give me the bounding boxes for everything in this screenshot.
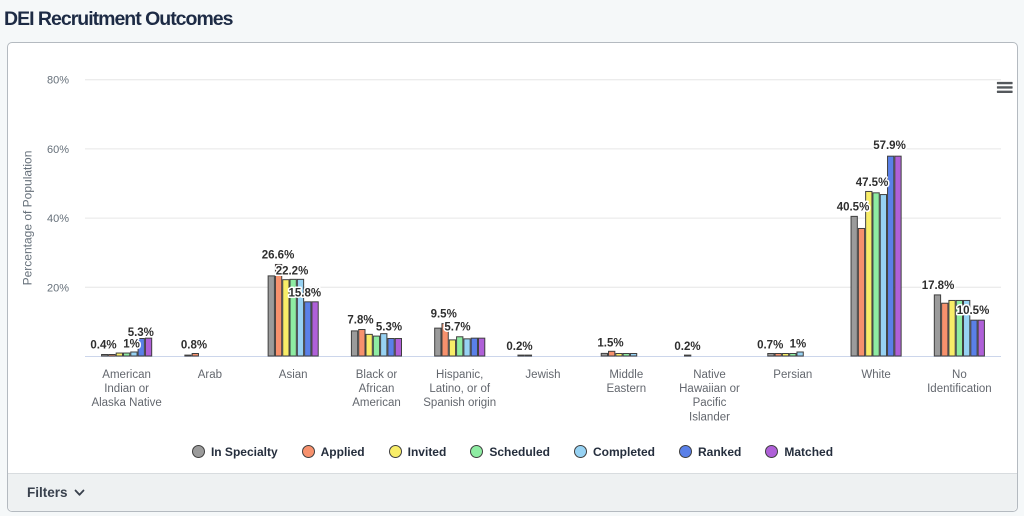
svg-text:Alaska Native: Alaska Native <box>91 397 161 409</box>
svg-text:Identification: Identification <box>927 383 992 395</box>
svg-text:80%: 80% <box>47 75 69 87</box>
svg-text:African: African <box>359 383 395 395</box>
svg-text:5.7%: 5.7% <box>444 322 470 334</box>
svg-text:Middle: Middle <box>609 369 643 381</box>
svg-text:Hawaiian or: Hawaiian or <box>679 383 740 395</box>
svg-text:47.5%: 47.5% <box>856 177 889 189</box>
svg-text:7.8%: 7.8% <box>347 314 373 326</box>
svg-text:Eastern: Eastern <box>606 383 646 395</box>
svg-text:5.3%: 5.3% <box>376 322 402 334</box>
svg-text:5.3%: 5.3% <box>128 327 154 339</box>
svg-text:60%: 60% <box>47 144 69 156</box>
svg-text:0.7%: 0.7% <box>757 340 783 352</box>
svg-text:0.2%: 0.2% <box>674 341 700 353</box>
svg-text:Native: Native <box>693 369 726 381</box>
svg-text:Asian: Asian <box>279 369 308 381</box>
svg-text:26.6%: 26.6% <box>262 250 295 262</box>
svg-text:American: American <box>352 397 401 409</box>
svg-text:1.5%: 1.5% <box>597 338 623 350</box>
svg-text:Percentage of Population: Percentage of Population <box>21 151 35 286</box>
svg-text:9.5%: 9.5% <box>431 309 457 321</box>
svg-text:0.4%: 0.4% <box>90 340 116 352</box>
svg-text:40.5%: 40.5% <box>837 202 870 214</box>
svg-text:0.2%: 0.2% <box>506 341 532 353</box>
svg-text:20%: 20% <box>47 282 69 294</box>
svg-text:Latino, or of: Latino, or of <box>429 383 491 395</box>
svg-text:57.9%: 57.9% <box>873 140 906 152</box>
svg-text:Spanish origin: Spanish origin <box>423 397 496 409</box>
svg-text:Jewish: Jewish <box>525 369 560 381</box>
svg-text:No: No <box>952 369 967 381</box>
svg-text:1%: 1% <box>123 339 140 351</box>
svg-text:15.8%: 15.8% <box>288 288 321 300</box>
svg-text:40%: 40% <box>47 213 69 225</box>
svg-text:0.8%: 0.8% <box>181 339 207 351</box>
svg-text:Persian: Persian <box>773 369 812 381</box>
svg-text:17.8%: 17.8% <box>922 280 955 292</box>
svg-text:Hispanic,: Hispanic, <box>436 369 483 381</box>
svg-text:Islander: Islander <box>689 411 730 423</box>
svg-text:22.2%: 22.2% <box>276 266 309 278</box>
svg-text:White: White <box>861 369 890 381</box>
svg-text:Arab: Arab <box>198 369 222 381</box>
svg-text:Black or: Black or <box>356 369 398 381</box>
svg-text:Indian or: Indian or <box>104 383 149 395</box>
svg-text:1%: 1% <box>790 338 807 350</box>
svg-text:American: American <box>102 369 151 381</box>
svg-text:10.5%: 10.5% <box>957 305 990 317</box>
svg-text:Pacific: Pacific <box>693 397 727 409</box>
